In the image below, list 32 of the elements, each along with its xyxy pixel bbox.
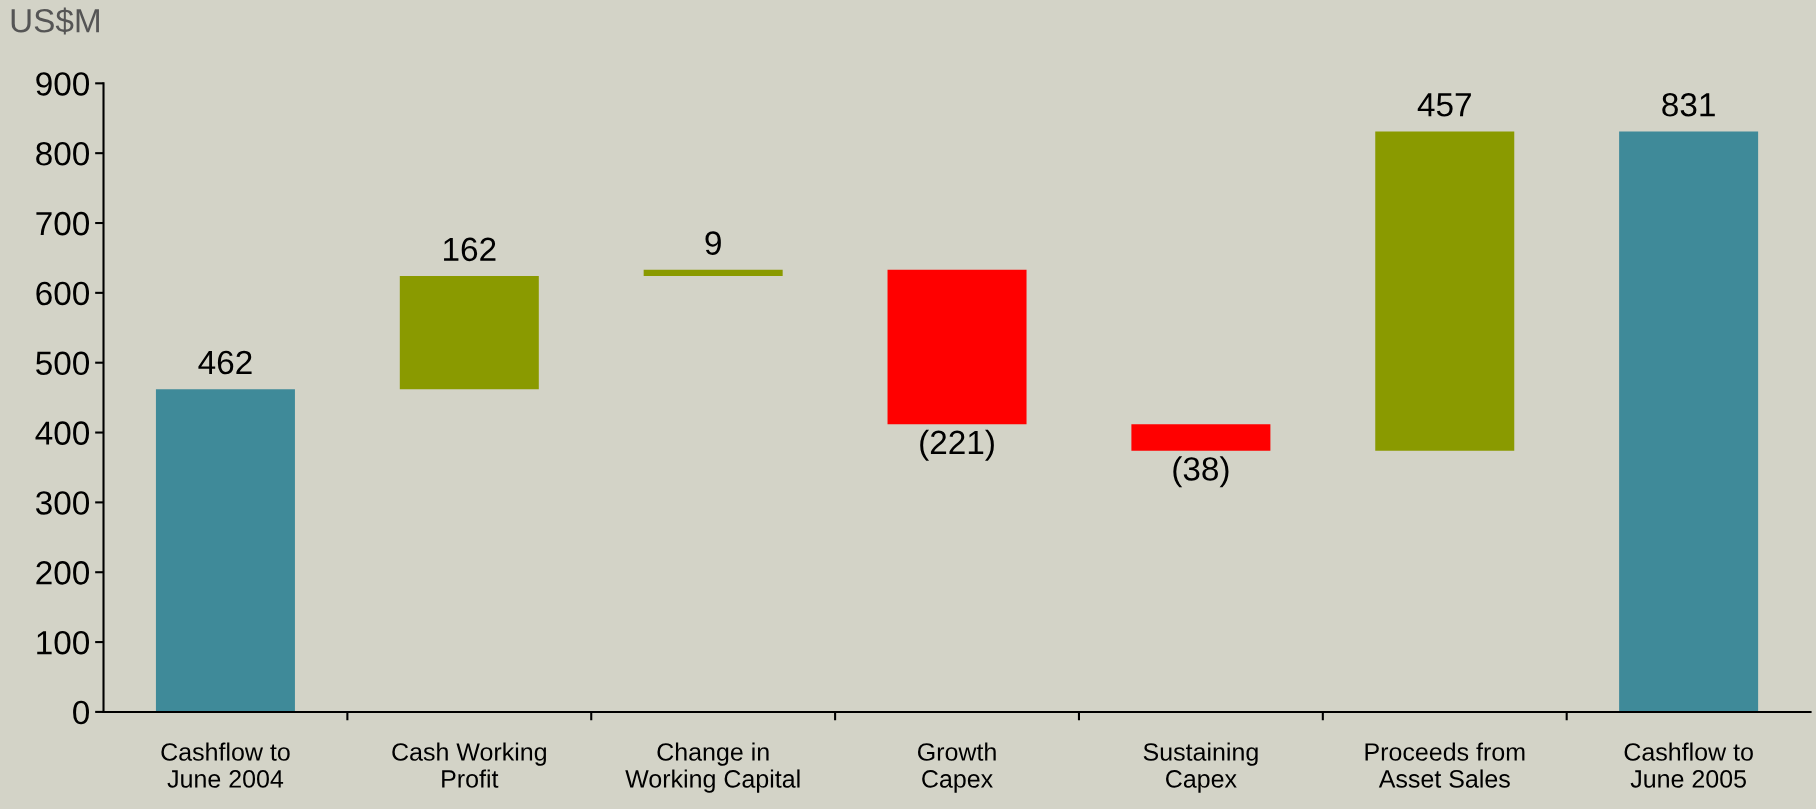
bar [1131,424,1271,451]
bar [887,269,1027,425]
data-label: 831 [1662,92,1715,117]
y-tick-label: 100 [37,630,90,655]
data-label: (221) [920,429,994,461]
data-label: 462 [198,350,252,375]
y-axis-title: US$M [11,7,99,35]
data-label: 162 [444,237,496,262]
data-label: 457 [1417,93,1471,117]
data-label: (38) [1173,456,1229,488]
bar [643,269,783,277]
x-tick-label: Proceeds from Asset Sales [1365,742,1525,788]
y-tick-label: 600 [36,281,90,306]
y-tick-label: 800 [36,141,90,166]
y-tick-label: 500 [36,351,90,376]
y-tick-label: 400 [35,421,90,445]
bar [155,389,295,712]
bar [1619,131,1759,712]
data-label: 9 [705,231,721,255]
bar [399,276,539,390]
x-tick-label: Cash Working Profit [392,742,546,788]
y-tick-label: 700 [36,211,90,236]
x-tick-label: Sustaining Capex [1143,742,1258,793]
y-tick-label: 300 [35,491,90,515]
y-tick-label: 0 [73,700,90,725]
bar [1375,131,1515,451]
x-tick-label: Cashflow to June 2004 [161,742,290,788]
x-tick-label: Growth Capex [918,742,996,793]
x-tick-label: Cashflow to June 2005 [1624,742,1753,788]
y-tick-label: 200 [36,561,90,585]
x-tick-label: Change in Working Capital [625,742,800,793]
y-tick-label: 900 [36,72,90,96]
